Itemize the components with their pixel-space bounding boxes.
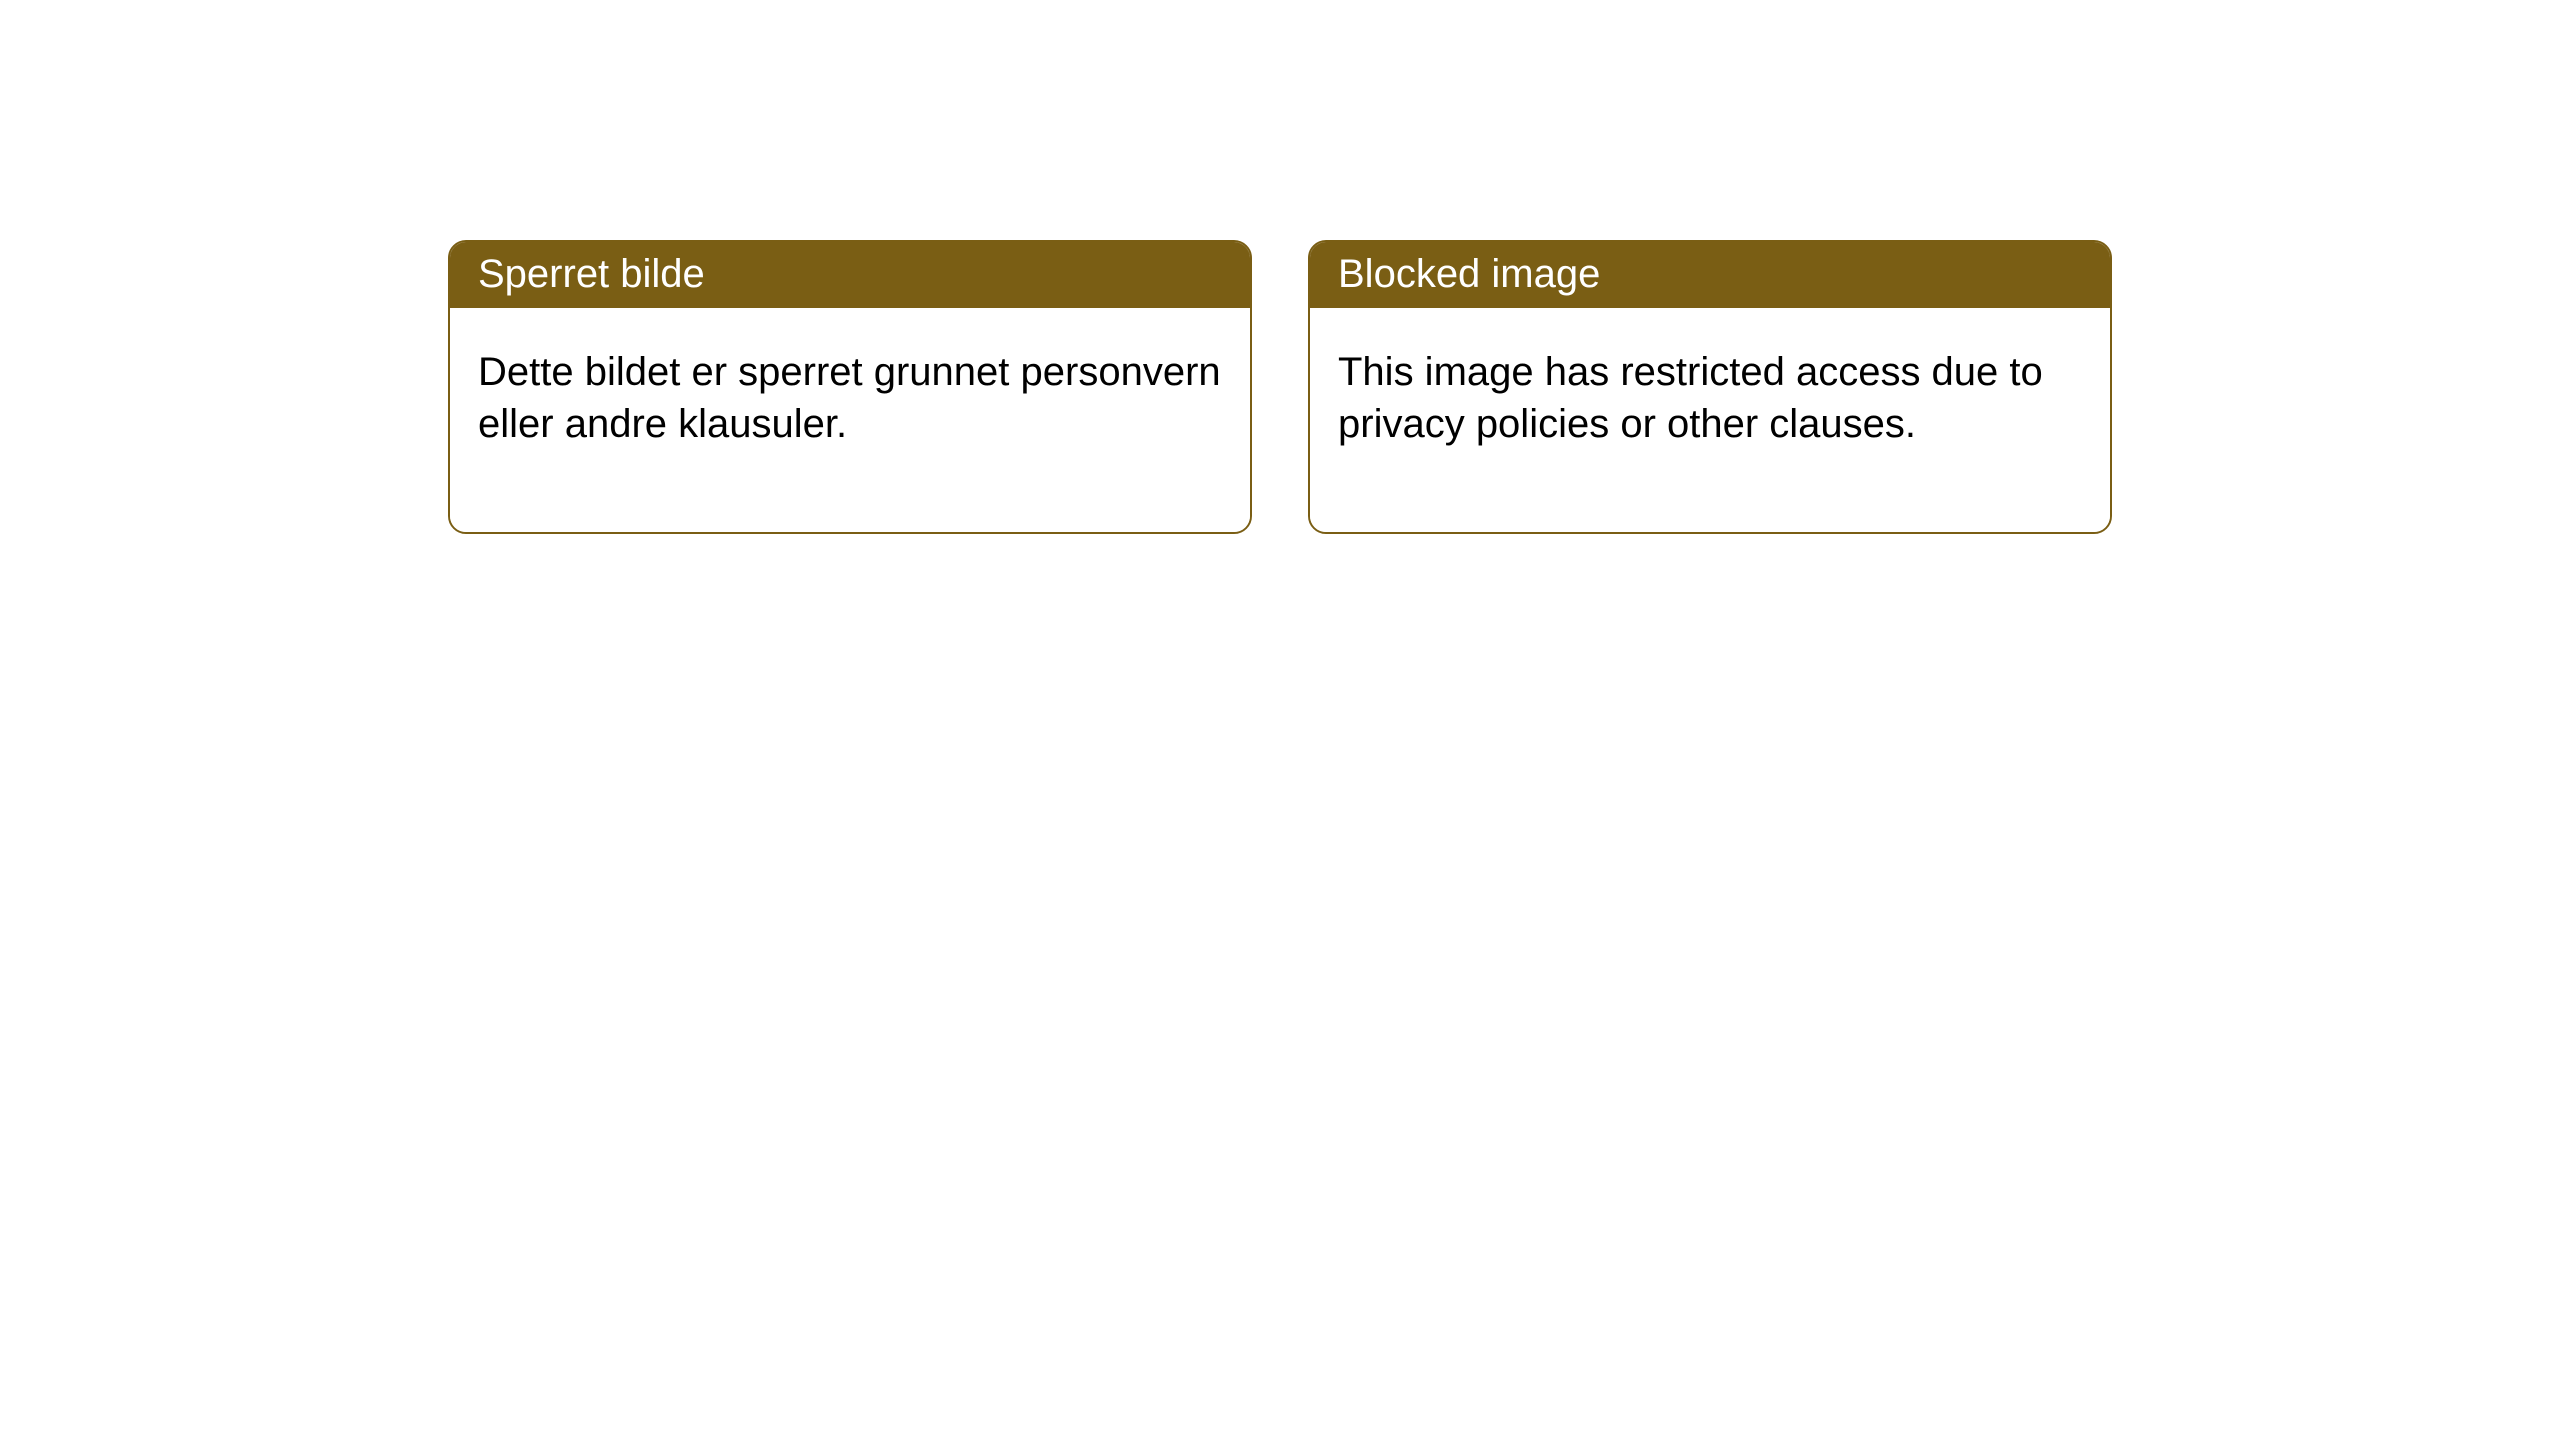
notice-title: Blocked image: [1310, 242, 2110, 308]
notice-container: Sperret bilde Dette bildet er sperret gr…: [448, 240, 2112, 534]
notice-body-text: This image has restricted access due to …: [1338, 346, 2082, 450]
notice-body: This image has restricted access due to …: [1310, 308, 2110, 532]
notice-box-norwegian: Sperret bilde Dette bildet er sperret gr…: [448, 240, 1252, 534]
notice-title: Sperret bilde: [450, 242, 1250, 308]
notice-title-text: Blocked image: [1338, 252, 1600, 296]
notice-body: Dette bildet er sperret grunnet personve…: [450, 308, 1250, 532]
notice-box-english: Blocked image This image has restricted …: [1308, 240, 2112, 534]
notice-body-text: Dette bildet er sperret grunnet personve…: [478, 346, 1222, 450]
notice-title-text: Sperret bilde: [478, 252, 705, 296]
